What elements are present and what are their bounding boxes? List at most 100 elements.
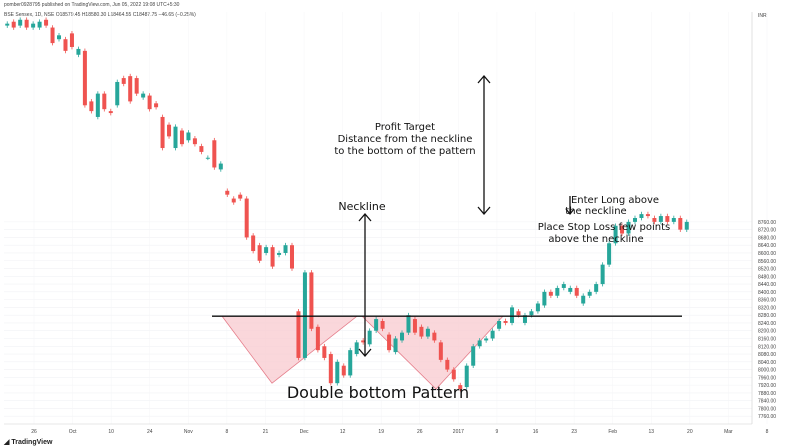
y-tick-label: 8720.00: [758, 228, 776, 234]
y-tick-label: 8600.00: [758, 251, 776, 257]
candle-body: [665, 216, 670, 222]
candle-body: [425, 328, 430, 337]
candle-body: [69, 33, 74, 47]
x-tick-label: 23: [571, 429, 577, 435]
candle: [115, 79, 120, 108]
candle: [555, 285, 560, 299]
candle: [574, 285, 579, 299]
candle-body: [367, 330, 372, 345]
candle: [57, 32, 62, 42]
candle: [108, 108, 113, 116]
candle: [18, 17, 23, 28]
candle-body: [179, 130, 184, 145]
candle: [283, 242, 288, 256]
candle-body: [11, 21, 16, 28]
y-tick-label: 8440.00: [758, 282, 776, 288]
candle: [561, 281, 566, 291]
candle-body: [134, 78, 139, 94]
candle-body: [438, 342, 443, 360]
candle: [367, 328, 372, 347]
candle: [412, 316, 417, 335]
candle-body: [652, 218, 657, 222]
candle: [464, 363, 469, 390]
candle-body: [671, 218, 676, 222]
candle-body: [102, 93, 107, 110]
candle: [607, 240, 612, 267]
candle: [594, 281, 599, 295]
profit-target-title: Profit Target: [375, 122, 435, 133]
candle: [639, 211, 644, 221]
candle: [374, 316, 379, 334]
candle-body: [613, 225, 618, 244]
candle-body: [309, 272, 314, 329]
x-tick-label: 12: [340, 429, 346, 435]
candle: [626, 219, 631, 236]
candle: [503, 318, 508, 326]
candle-body: [257, 245, 262, 261]
time-axis: 26 Oct 10 24 Nov 8 21 Dec 12 19 26 2017 9 16 23 Feb 13 20…: [4, 423, 769, 435]
candle-body: [445, 359, 450, 370]
candle-body: [645, 214, 650, 217]
candle: [393, 336, 398, 355]
candle-body: [400, 332, 405, 341]
candle-body: [238, 194, 243, 199]
candle-body: [231, 198, 236, 203]
candle: [387, 332, 392, 353]
candle-body: [522, 315, 527, 323]
candle-body: [296, 311, 301, 358]
publisher-line: pomber0928795 published on TradingView.c…: [4, 2, 180, 8]
candle-body: [581, 295, 586, 304]
candle: [322, 343, 327, 361]
candle: [678, 215, 683, 232]
x-tick-label: 16: [533, 429, 539, 435]
candle: [95, 91, 100, 120]
tradingview-icon: ◢: [4, 439, 12, 446]
candle-body: [115, 81, 120, 106]
candle-body: [212, 140, 217, 168]
candle: [147, 93, 152, 112]
profit-target-line3: to the bottom of the pattern: [334, 146, 475, 157]
candle: [76, 46, 81, 58]
x-tick-label: Feb: [608, 429, 617, 435]
candle: [5, 21, 10, 28]
currency-label: INR: [758, 13, 767, 19]
candle: [205, 155, 210, 161]
pattern-depth-arrow: [358, 213, 372, 357]
candle-body: [477, 340, 482, 347]
x-tick-label: 24: [147, 429, 153, 435]
candle-body: [328, 354, 333, 384]
candle: [328, 351, 333, 386]
candle-body: [315, 326, 320, 351]
x-tick-label: 26: [417, 429, 423, 435]
tradingview-logo: ◢ TradingView: [4, 438, 52, 446]
candle: [652, 215, 657, 225]
x-tick-label: 21: [263, 429, 269, 435]
candle: [658, 213, 663, 225]
candle: [490, 328, 495, 341]
candle: [89, 99, 94, 114]
candle: [438, 340, 443, 363]
candle-body: [568, 287, 573, 292]
x-tick-label: 8: [766, 429, 769, 435]
candle-body: [574, 287, 579, 296]
candle: [361, 338, 366, 345]
candle-body: [510, 307, 515, 323]
candle: [192, 135, 197, 147]
candle: [302, 270, 307, 361]
candle-body: [684, 221, 689, 230]
y-tick-label: 8040.00: [758, 360, 776, 366]
candle: [581, 293, 586, 306]
y-tick-label: 8320.00: [758, 305, 776, 311]
candle: [251, 233, 256, 254]
candle-body: [361, 340, 366, 343]
x-tick-label: 10: [108, 429, 114, 435]
candle-body: [458, 385, 463, 390]
candle: [445, 357, 450, 372]
candle: [121, 75, 126, 87]
candle: [134, 75, 139, 96]
candle: [497, 318, 502, 332]
candle: [684, 219, 689, 232]
candle-body: [451, 369, 456, 380]
candle-body: [302, 272, 307, 358]
candle: [341, 363, 346, 378]
